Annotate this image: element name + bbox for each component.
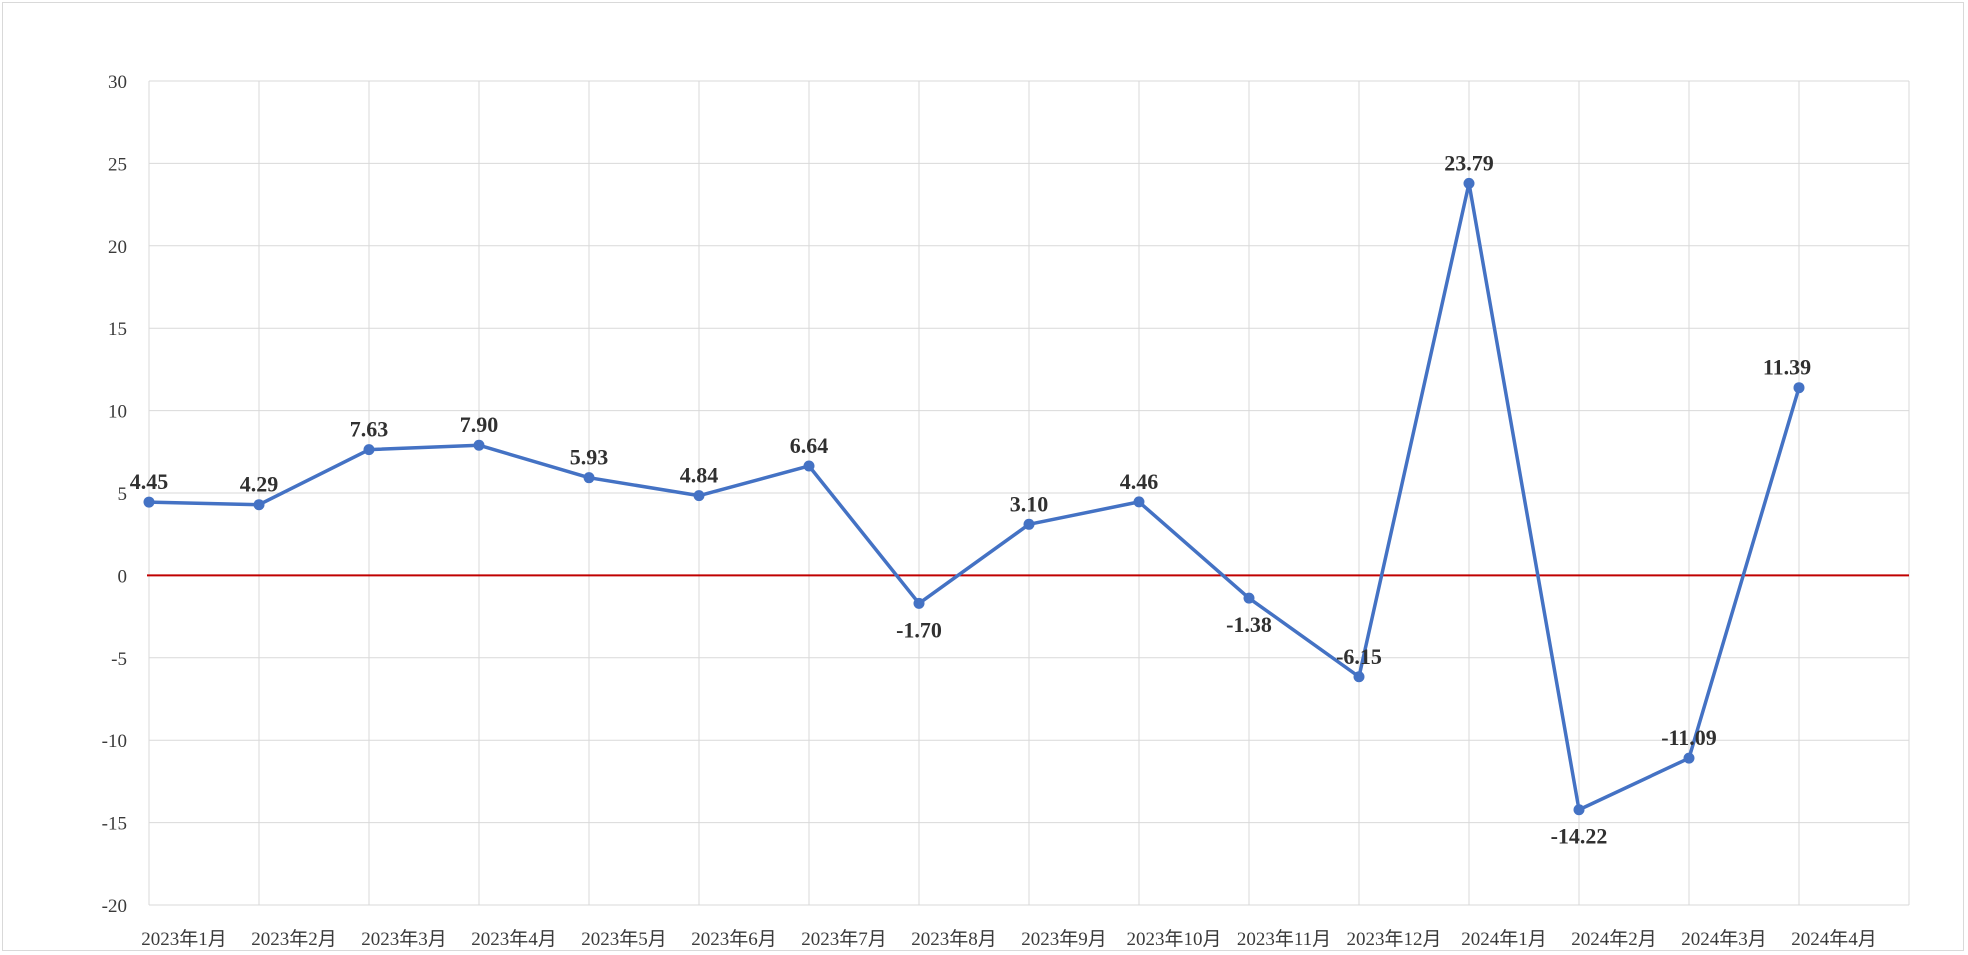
data-label: 5.93 [570,445,609,470]
data-label: 4.29 [240,472,279,497]
data-point [473,439,485,451]
data-point [913,597,925,609]
data-point [363,444,375,456]
axis-layer: 30 25 20 15 10 5 0 -5 -10 -15 -20 2023年1月 2023年2月 202… [102,72,1877,950]
data-point [1573,804,1585,816]
y-tick-label: 30 [108,72,127,93]
data-label: 11.39 [1763,355,1811,380]
data-point [1793,382,1805,394]
data-label: -1.38 [1226,612,1272,637]
x-tick-label: 2023年5月 [581,928,667,950]
y-tick-label: -15 [102,814,127,835]
x-tick-label: 2023年7月 [801,928,887,950]
x-tick-label: 2023年6月 [691,928,777,950]
data-point [253,499,265,511]
data-label: -1.70 [896,617,942,642]
y-tick-label: 0 [118,566,128,587]
y-tick-label: 25 [108,154,127,175]
data-label: 6.64 [790,433,829,458]
y-tick-label: 10 [108,402,127,423]
data-label: 4.84 [680,463,719,488]
data-label: 4.46 [1120,469,1159,494]
x-tick-label: 2023年4月 [471,928,557,950]
data-point [143,496,155,508]
data-point [1353,671,1365,683]
data-point [1243,592,1255,604]
x-tick-label: 2024年2月 [1571,928,1657,950]
x-tick-label: 2023年9月 [1021,928,1107,950]
x-tick-label: 2023年3月 [361,928,447,950]
data-point [803,460,815,472]
y-tick-label: -5 [111,649,127,670]
data-label: 7.63 [350,417,389,442]
data-label-layer: 4.45 4.29 7.63 7.90 5.93 4.84 6.64 -1.70 3.10 4.4… [130,150,1811,848]
y-tick-label: 20 [108,237,127,258]
x-tick-label: 2023年12月 [1346,928,1441,950]
data-point [693,490,705,502]
y-tick-label: -10 [102,731,127,752]
data-label: -6.15 [1336,644,1382,669]
data-point [1463,177,1475,189]
data-point [1023,518,1035,530]
data-label: -11.09 [1661,725,1717,750]
grid-layer [148,80,1910,906]
line-chart: 30 25 20 15 10 5 0 -5 -10 -15 -20 2023年1月 2023年2月 202… [102,72,1910,950]
y-tick-label: -20 [102,896,127,917]
data-label: 3.10 [1010,491,1049,516]
series-line [148,181,1801,812]
data-point [1683,752,1695,764]
data-label: 7.90 [460,412,499,437]
y-tick-label: 15 [108,319,127,340]
x-tick-label: 2023年10月 [1126,928,1221,950]
data-label: -14.22 [1551,824,1608,849]
x-tick-label: 2023年11月 [1237,928,1331,950]
data-point [583,472,595,484]
x-tick-label: 2024年3月 [1681,928,1767,950]
x-tick-label: 2023年2月 [251,928,337,950]
x-tick-label: 2024年4月 [1791,928,1877,950]
y-tick-label: 5 [118,484,128,505]
series-layer [143,177,1805,816]
data-label: 4.45 [130,469,169,494]
x-tick-label: 2023年8月 [911,928,997,950]
x-tick-label: 2023年1月 [141,928,227,950]
x-tick-label: 2024年1月 [1461,928,1547,950]
data-point [1133,496,1145,508]
data-label: 23.79 [1444,150,1494,175]
